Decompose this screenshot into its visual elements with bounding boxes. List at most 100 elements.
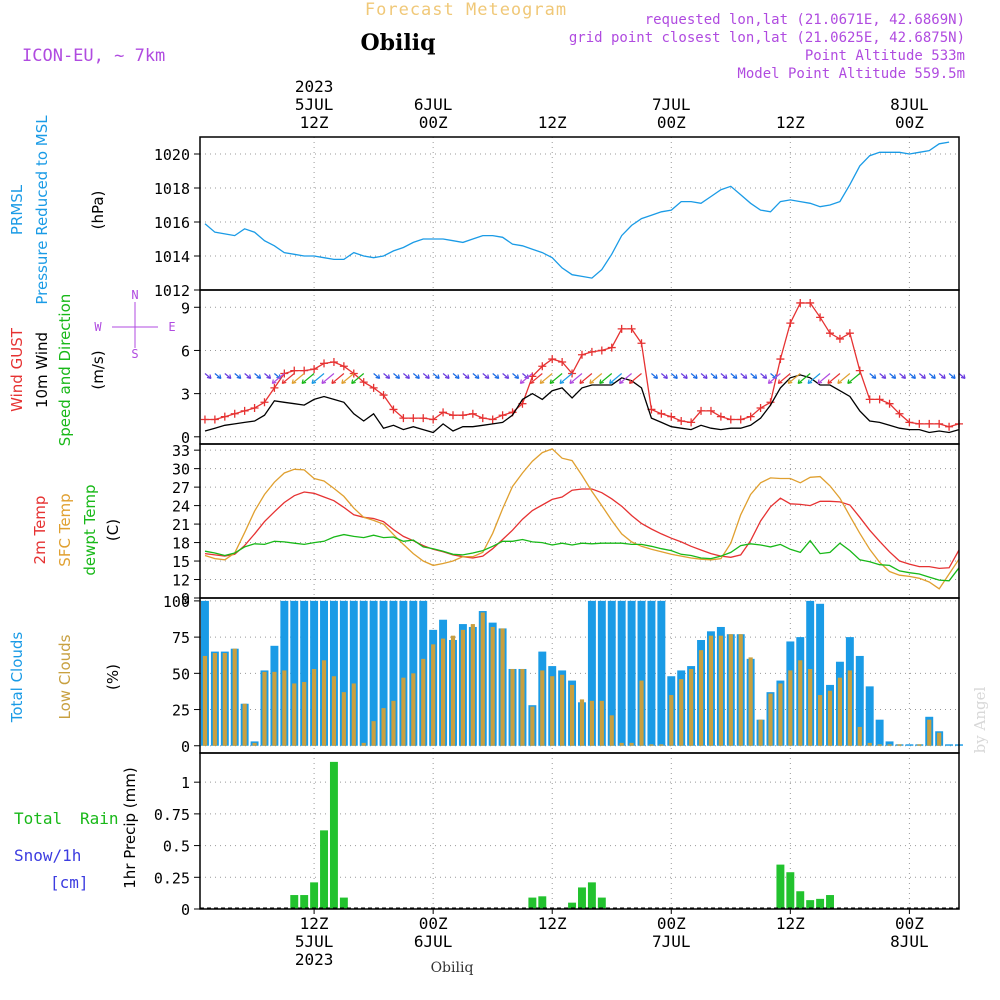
bar: [339, 600, 348, 746]
bar: [351, 683, 356, 746]
gust-marker: [835, 334, 844, 343]
gust-marker: [726, 415, 735, 424]
y-tick-label: 50: [172, 665, 190, 683]
panel-label: Wind GUST: [8, 327, 26, 412]
series-line: [204, 488, 960, 570]
wind-arrowhead: [281, 379, 287, 385]
wind-arrowhead: [827, 379, 833, 385]
wind-arrowhead: [236, 374, 242, 380]
chart-title: Forecast Meteogram: [365, 0, 567, 20]
bar: [826, 895, 834, 909]
time-label-bottom: 00Z: [895, 914, 924, 933]
series-line: [204, 141, 950, 279]
bar: [578, 887, 586, 909]
panel-label: dewpt Temp: [81, 484, 99, 575]
gust-marker: [697, 406, 706, 415]
wind-arrow: [599, 373, 613, 384]
gust-marker: [220, 412, 229, 421]
wind-arrowhead: [663, 374, 668, 380]
bar: [550, 676, 555, 746]
bar: [847, 670, 852, 746]
panel-label: Low Clouds: [56, 634, 74, 719]
gust-marker: [429, 415, 438, 424]
wind-arrowhead: [321, 379, 327, 385]
time-label-top: 2023: [295, 77, 334, 96]
wind-arrow: [549, 373, 563, 384]
gust-marker: [538, 362, 547, 371]
panel-frame: [199, 752, 960, 910]
wind-compass: N W E S: [94, 288, 175, 361]
gust-marker: [905, 418, 914, 427]
bar: [490, 626, 495, 746]
wind-arrowhead: [692, 374, 698, 380]
wind-arrowhead: [767, 379, 773, 385]
time-label-bottom: 6JUL: [414, 932, 453, 951]
gust-marker: [458, 411, 467, 420]
bar: [597, 600, 606, 746]
wind-arrow: [827, 373, 841, 384]
wind-arrow: [341, 373, 355, 384]
y-tick-label: 1016: [154, 214, 190, 232]
station-title: Obiliq: [360, 30, 435, 56]
wind-arrowhead: [454, 374, 460, 380]
wind-arrowhead: [256, 374, 262, 380]
time-label-bottom: 12Z: [538, 914, 567, 933]
y-tick-label: 0.25: [154, 869, 190, 887]
credit-watermark: by Angel: [971, 686, 989, 753]
gust-marker: [786, 319, 795, 328]
bar: [290, 600, 299, 746]
bar: [300, 600, 309, 746]
wind-arrow: [569, 373, 583, 384]
bar: [310, 882, 319, 909]
wind-arrowhead: [817, 379, 823, 385]
wind-arrowhead: [206, 374, 212, 380]
series-line: [204, 448, 960, 590]
wind-arrow: [797, 373, 811, 384]
bar: [569, 684, 575, 746]
bar: [639, 680, 644, 746]
bar: [796, 891, 805, 909]
bar: [897, 744, 902, 746]
wind-arrowhead: [311, 379, 317, 385]
time-label-bottom: 00Z: [419, 914, 448, 933]
wind-arrowhead: [331, 379, 337, 385]
panel-label: (C): [104, 519, 122, 541]
y-tick-label: 12: [172, 572, 190, 590]
gust-marker: [826, 329, 835, 338]
bar: [905, 744, 914, 746]
bar: [329, 761, 338, 909]
time-label-top: 7JUL: [652, 95, 691, 114]
y-tick-label: 1: [181, 774, 190, 792]
bar: [657, 600, 666, 746]
wind-arrowhead: [762, 374, 768, 380]
bar: [816, 898, 825, 909]
bar: [708, 635, 714, 746]
wind-arrowhead: [579, 379, 585, 385]
wind-arrowhead: [271, 379, 277, 385]
wind-arrowhead: [787, 379, 793, 385]
y-tick-label: 75: [172, 629, 190, 647]
bar: [818, 695, 823, 746]
bar: [808, 668, 813, 746]
y-tick-label: 25: [172, 702, 190, 720]
gust-marker: [816, 313, 825, 322]
wind-arrowhead: [702, 374, 708, 380]
wind-arrowhead: [301, 379, 307, 385]
wind-arrow: [529, 373, 543, 384]
bar: [607, 600, 616, 746]
bar: [389, 600, 398, 746]
y-tick-label: 33: [172, 442, 190, 460]
bar: [806, 900, 815, 909]
gust-marker: [607, 343, 616, 352]
gust-marker: [677, 416, 686, 425]
gust-marker: [756, 404, 765, 413]
wind-arrow: [787, 373, 801, 384]
bar: [349, 600, 358, 746]
bar: [579, 699, 585, 746]
wind-arrowhead: [619, 379, 624, 385]
wind-arrowhead: [216, 374, 222, 380]
bar: [421, 658, 426, 746]
panel-label: (%): [104, 664, 122, 690]
bar: [381, 708, 386, 746]
bar: [698, 650, 704, 746]
